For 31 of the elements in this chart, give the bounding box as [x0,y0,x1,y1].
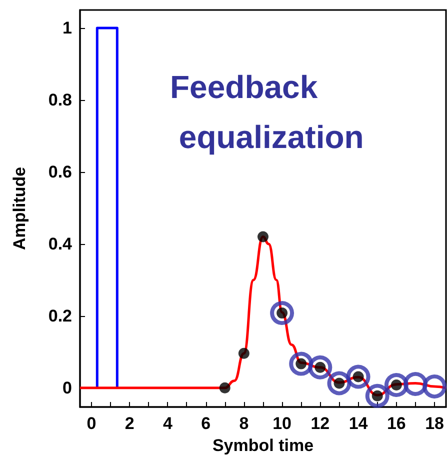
point [327,371,352,396]
point [270,301,294,326]
y-axis-title: Amplitude [10,166,29,250]
y-tick-label: 0.2 [48,306,72,326]
x-axis-title: Symbol time [212,436,314,455]
point [365,384,390,408]
x-tick-label: 12 [310,414,330,433]
y-tick-label: 0.4 [48,234,73,254]
x-tick-label: 16 [386,414,406,433]
annotation: Feedback equalization [170,69,364,155]
x-tick-label: 10 [272,414,292,433]
point [384,373,408,398]
x-tick-label: 2 [124,414,134,433]
point [404,372,428,396]
point [219,382,230,394]
point [289,352,314,376]
x-tick-label: 6 [201,414,211,433]
y-tick-label: 0.6 [48,162,72,182]
x-tick-label: 8 [239,414,249,433]
y-tick-label: 0.8 [48,90,72,110]
point [346,364,370,389]
point [258,231,268,242]
y-tick-label: 1 [62,18,72,38]
point [238,348,250,359]
x-tick-label: 4 [162,414,173,433]
point [422,374,447,398]
point [308,355,332,380]
x-tick-label: 14 [348,414,368,433]
y-tick-label: 0 [62,378,72,398]
x-tick-label: 0 [86,414,96,433]
x-tick-label: 18 [425,414,444,433]
